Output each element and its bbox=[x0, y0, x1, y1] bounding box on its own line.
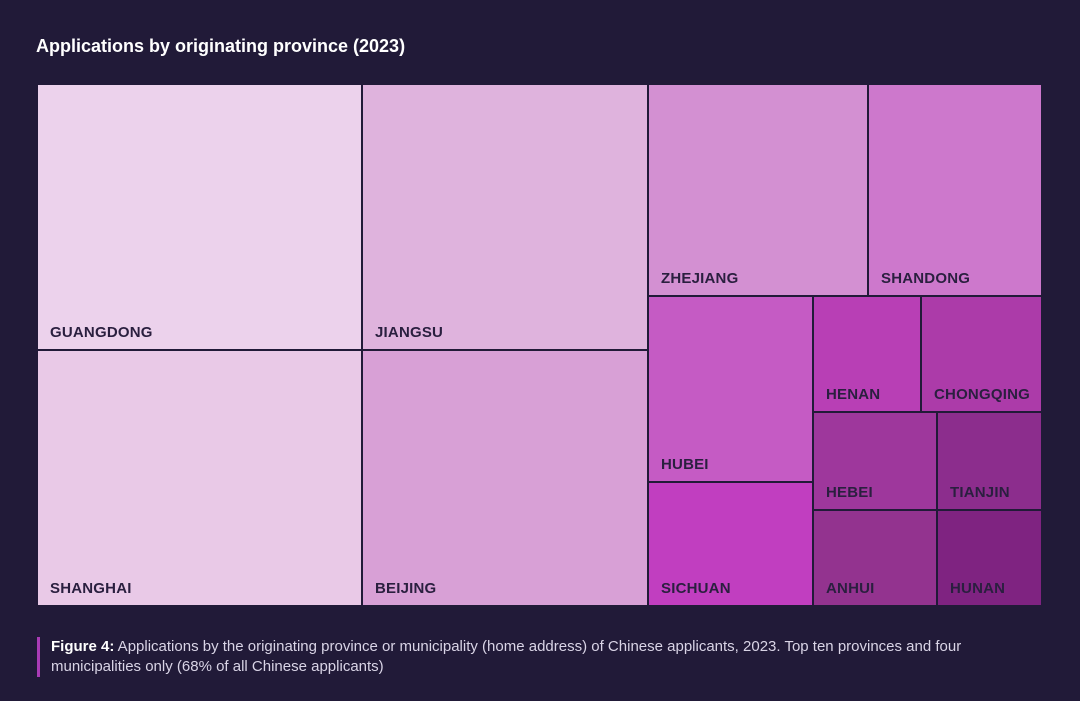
tile-label: SICHUAN bbox=[661, 580, 731, 597]
caption-label: Figure 4: bbox=[51, 638, 115, 655]
tile-label: JIANGSU bbox=[375, 324, 444, 341]
tile-anhui: ANHUI bbox=[813, 510, 937, 606]
tile-hunan: HUNAN bbox=[937, 510, 1042, 606]
tile-chongqing: CHONGQING bbox=[921, 296, 1042, 412]
tile-label: HENAN bbox=[826, 386, 881, 403]
chart-title: Applications by originating province (20… bbox=[36, 36, 406, 56]
tile-label: HEBEI bbox=[826, 484, 873, 501]
tile-label: HUNAN bbox=[950, 580, 1006, 597]
figure-caption: Figure 4: Applications by the originatin… bbox=[37, 637, 1011, 677]
tile-hebei: HEBEI bbox=[813, 412, 937, 510]
tile-label: ZHEJIANG bbox=[661, 270, 739, 287]
tile-henan: HENAN bbox=[813, 296, 921, 412]
tile-shanghai: SHANGHAI bbox=[37, 350, 362, 606]
tile-label: HUBEI bbox=[661, 456, 709, 473]
tile-label: CHONGQING bbox=[934, 386, 1030, 403]
tile-hubei: HUBEI bbox=[648, 296, 813, 482]
tile-guangdong: GUANGDONG bbox=[37, 84, 362, 350]
tile-tianjin: TIANJIN bbox=[937, 412, 1042, 510]
tile-label: SHANGHAI bbox=[50, 580, 132, 597]
caption-text: Applications by the originating province… bbox=[51, 638, 962, 675]
treemap-chart: GUANGDONG SHANGHAI JIANGSU BEIJING ZHEJIANG S… bbox=[37, 84, 1042, 606]
tile-label: SHANDONG bbox=[881, 270, 971, 287]
tile-shandong: SHANDONG bbox=[868, 84, 1042, 296]
tile-sichuan: SICHUAN bbox=[648, 482, 813, 606]
tile-label: GUANGDONG bbox=[50, 324, 153, 341]
tile-jiangsu: JIANGSU bbox=[362, 84, 648, 350]
tile-label: TIANJIN bbox=[950, 484, 1010, 501]
tile-label: BEIJING bbox=[375, 580, 437, 597]
tile-label: ANHUI bbox=[826, 580, 875, 597]
tile-zhejiang: ZHEJIANG bbox=[648, 84, 868, 296]
tile-beijing: BEIJING bbox=[362, 350, 648, 606]
